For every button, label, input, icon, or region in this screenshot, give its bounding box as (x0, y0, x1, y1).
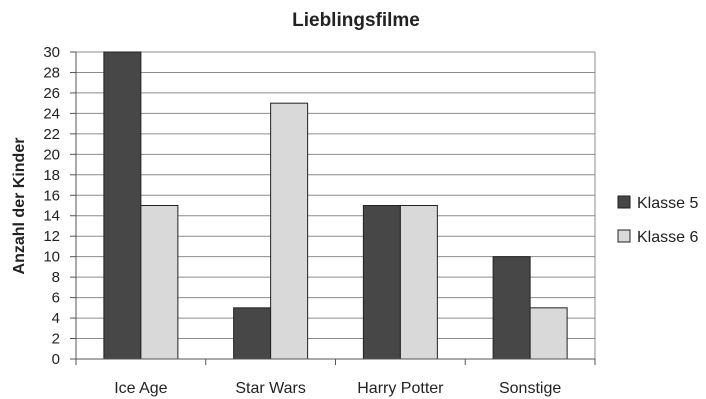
y-tick-label: 10 (43, 249, 60, 266)
bar-klasse-5 (492, 256, 531, 360)
y-tick-label: 8 (52, 269, 60, 286)
axes (70, 51, 596, 365)
legend-swatch (617, 195, 631, 209)
legend-label: Klasse 5 (637, 195, 698, 212)
y-axis-label: Anzahl der Kinder (11, 138, 28, 275)
x-category-labels: Ice Age Star Wars Harry Potter Sonstige (114, 380, 561, 397)
y-tick-label: 28 (43, 64, 60, 81)
y-tick-label: 20 (43, 146, 60, 163)
legend-swatch (617, 229, 631, 243)
y-tick-label: 12 (43, 228, 60, 245)
y-tick-label: 24 (43, 105, 60, 122)
bar-klasse-6 (529, 307, 568, 360)
y-tick-label: 2 (52, 331, 60, 348)
bar-klasse-5 (233, 307, 272, 360)
y-tick-label: 6 (52, 290, 60, 307)
y-tick-label: 16 (43, 187, 60, 204)
legend-label: Klasse 6 (637, 229, 698, 246)
y-tick-label: 26 (43, 85, 60, 102)
y-tick-label: 14 (43, 208, 60, 225)
bars (103, 51, 568, 360)
bar-klasse-6 (140, 205, 179, 360)
y-tick-label: 30 (43, 44, 60, 61)
x-category-label: Sonstige (499, 380, 561, 397)
y-tick-label: 18 (43, 167, 60, 184)
y-tick-label: 0 (52, 351, 60, 368)
x-category-label: Star Wars (235, 380, 306, 397)
bar-klasse-6 (270, 102, 309, 360)
bar-klasse-5 (362, 205, 401, 360)
legend: Klasse 5 Klasse 6 (617, 195, 698, 246)
y-tick-label: 4 (52, 310, 60, 327)
x-category-label: Ice Age (114, 380, 167, 397)
bar-klasse-5 (103, 51, 142, 360)
x-category-label: Harry Potter (357, 380, 444, 397)
chart-title: Lieblingsfilme (292, 10, 420, 31)
y-tick-label: 22 (43, 126, 60, 143)
bar-klasse-6 (399, 205, 438, 360)
